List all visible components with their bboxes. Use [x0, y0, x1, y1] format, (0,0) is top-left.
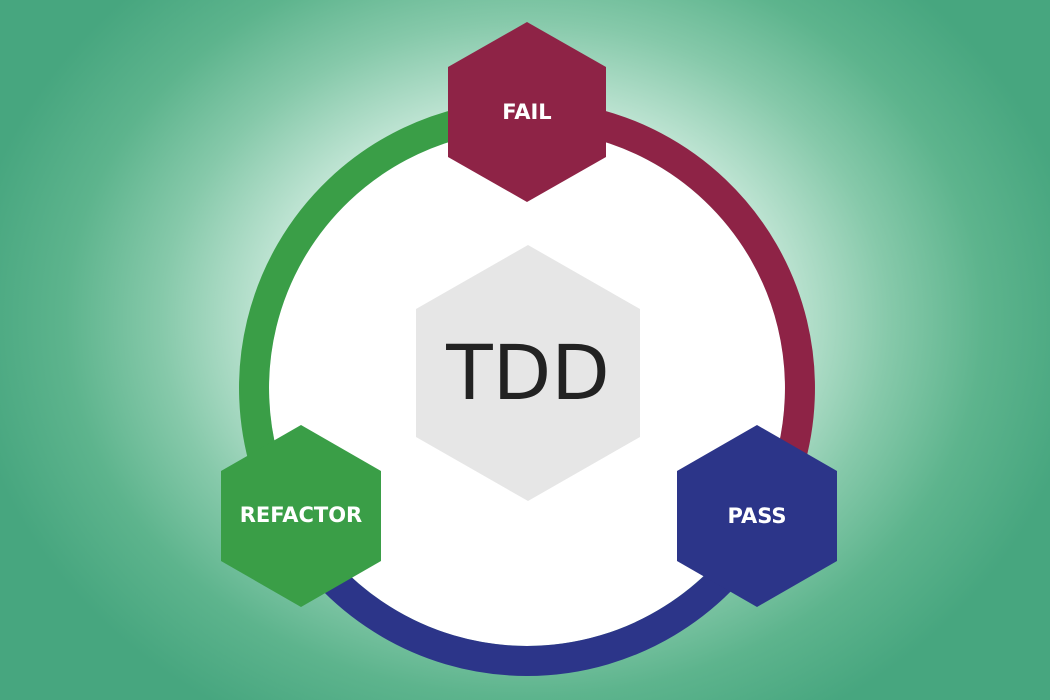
center-label: TDD — [445, 328, 609, 417]
arc-pass-to-refactor — [277, 516, 777, 676]
node-fail: FAIL — [448, 22, 606, 202]
pass-label: PASS — [727, 504, 786, 528]
fail-hexagon — [448, 22, 606, 202]
arc-fail-to-pass — [526, 100, 815, 532]
refactor-hexagon — [221, 425, 381, 607]
center-hexagon — [416, 245, 640, 501]
refactor-label: REFACTOR — [240, 503, 362, 527]
fail-label: FAIL — [502, 100, 551, 124]
node-pass: PASS — [677, 425, 837, 607]
pass-hexagon — [677, 425, 837, 607]
node-refactor: REFACTOR — [221, 425, 381, 607]
arc-refactor-to-fail — [239, 100, 528, 532]
